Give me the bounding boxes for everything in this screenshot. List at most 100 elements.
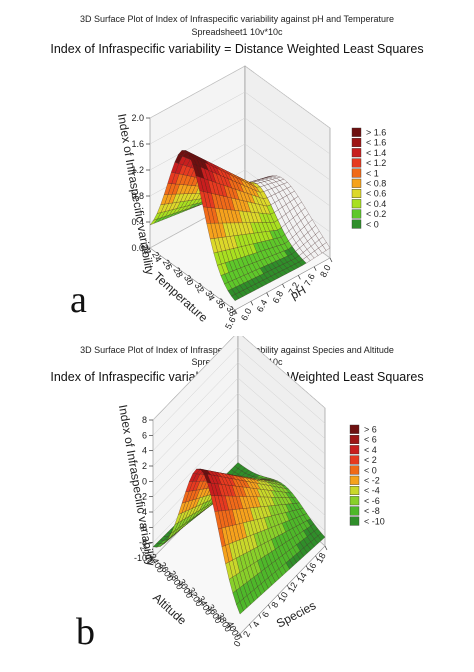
y-tick-mark [277,594,281,600]
x-tick-mark [178,583,183,587]
y-tick-label: 6.4 [255,298,270,314]
z-grid-line [152,336,326,421]
surface-mesh [149,150,331,301]
y-tick-label: 6.0 [239,307,254,323]
x-tick-mark [149,557,154,562]
legend-swatch [349,424,360,434]
legend-swatch [351,127,362,137]
x-tick-mark [189,278,193,283]
z-tick-label: 1.6 [131,139,144,149]
y-tick-mark [258,614,262,619]
z-grid-line [149,65,331,129]
surface-plot-a: 0.00.40.81.21.62.02224262830323436385.66… [70,65,386,331]
z-tick-label: 6 [142,430,147,440]
y-tick-label: 16 [305,561,319,575]
x-tick-mark [236,633,241,638]
legend: > 6< 6< 4< 2< 0< -2< -4< -6< -8< -10 [349,424,385,526]
legend-label: < -6 [364,496,380,506]
x-tick-label: 22 [140,242,154,256]
chart-equation: Index of Infraspecific variability = Dis… [50,42,424,56]
x-tick-mark [231,309,236,314]
y-tick-mark [296,575,299,580]
y-tick-mark [234,309,238,315]
legend-swatch [351,137,362,147]
y-tick-label: 10 [276,590,290,604]
x-tick-mark [168,263,172,267]
y-tick-mark [239,633,243,639]
legend-label: < 1.2 [366,158,386,168]
panel-letter: b [76,611,95,653]
surface-plot-b: -10-8-6-4-202468220024002600280030003200… [76,336,385,653]
legend-swatch [351,148,362,158]
legend-label: < 1.4 [366,148,386,158]
z-tick-label: 0.4 [131,217,144,227]
y-tick-mark [268,604,271,609]
z-tick-label: 2 [142,461,147,471]
y-tick-label: 7.6 [302,272,317,288]
legend-label: < 1 [366,168,379,178]
z-tick-label: 0.0 [131,243,144,253]
x-tick-label: 28 [171,266,185,280]
legend-swatch [349,465,360,475]
y-tick-label: 18 [314,551,328,565]
z-tick-label: -10 [134,553,147,563]
x-tick-mark [198,599,202,604]
x-tick-mark [217,616,221,621]
z-tick-label: 0.8 [131,191,144,201]
z-tick-label: -6 [139,522,147,532]
z-grid-line [152,377,326,467]
x-tick-mark [159,566,163,570]
z-tick-label: -2 [139,492,147,502]
legend-swatch [349,485,360,495]
z-grid-line [152,362,326,451]
y-tick-mark [324,545,328,551]
z-axis-label: Index of Infraspecific variability [116,404,158,567]
x-tick-mark [178,271,183,275]
surface-cell [236,601,244,615]
x-tick-label: 30 [182,273,196,287]
chart-panel-a: 3D Surface Plot of Index of Infraspecifi… [50,14,424,331]
z-tick-label: 4 [142,446,147,456]
x-tick-mark [157,255,161,259]
z-grid-line [152,438,326,528]
x-tick-mark [227,625,231,629]
legend-label: > 6 [364,425,377,435]
x-tick-label: 32 [193,281,207,295]
z-tick-label: 2.0 [131,113,144,123]
legend-label: < -8 [364,506,380,516]
y-tick-label: 2 [241,629,252,638]
legend-label: < 0 [366,219,379,229]
legend-swatch [349,455,360,465]
legend-swatch [351,178,362,188]
z-tick-label: 0 [142,476,147,486]
legend-swatch [351,158,362,168]
legend-label: < 0.2 [366,209,386,219]
x-axis-label: Altitude [150,590,189,627]
y-tick-label: 12 [286,581,300,595]
legend-swatch [349,434,360,444]
y-tick-label: 6.8 [271,289,286,305]
z-grid-line [152,346,326,436]
legend-label: > 1.6 [366,128,386,138]
x-tick-mark [146,247,151,252]
y-tick-mark [315,555,318,560]
legend-label: < -2 [364,476,380,486]
y-axis: 5.66.06.46.87.27.68.0 [223,257,333,331]
y-tick-mark [282,283,285,289]
legend-swatch [349,516,360,526]
x-tick-label: 36 [214,297,228,311]
x-tick-label: 38 [225,304,239,318]
y-tick-mark [305,565,309,570]
y-tick-mark [329,257,333,263]
chart-title: 3D Surface Plot of Index of Infraspecifi… [80,14,394,24]
legend-label: < 1.6 [366,138,386,148]
y-tick-label: 4 [250,620,261,629]
x-tick-mark [207,608,212,612]
legend-label: < -10 [364,516,385,526]
y-tick-mark [286,584,290,590]
legend-label: < 0 [364,465,377,475]
legend-label: < 0.4 [366,199,386,209]
legend-swatch [351,219,362,229]
z-tick-label: -4 [139,507,147,517]
